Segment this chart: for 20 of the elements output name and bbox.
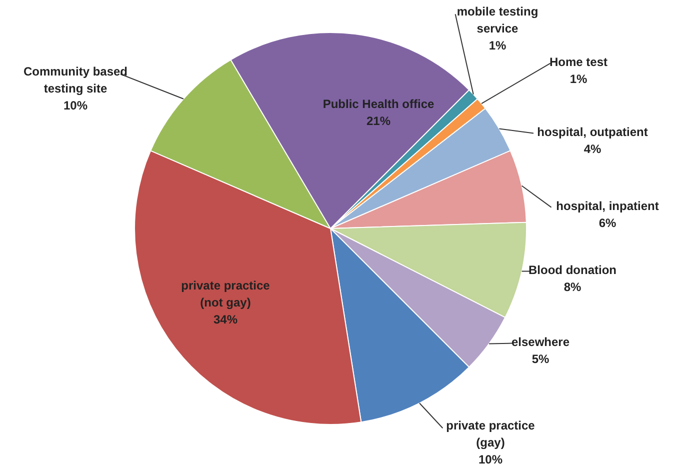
slice-label: mobile testing service — [456, 4, 538, 36]
slice-label: Community based testing site — [23, 64, 128, 96]
slice-label: hospital, inpatient — [556, 199, 659, 214]
slice-label: Public Health office — [322, 97, 434, 112]
slice-label: elsewhere — [511, 335, 570, 350]
data-label: 6% — [598, 216, 616, 230]
data-label: 8% — [564, 280, 582, 294]
data-label: 1% — [488, 38, 506, 52]
data-label: 5% — [532, 352, 550, 366]
slice-label: private practice (gay) — [446, 418, 536, 450]
slice-label: hospital, outpatient — [537, 125, 648, 140]
data-label: 10% — [63, 98, 88, 112]
slice-label: Home test — [549, 55, 608, 70]
data-label: 34% — [213, 312, 238, 326]
slice-label: Blood donation — [528, 263, 616, 278]
data-label: 1% — [570, 72, 588, 86]
data-label: 21% — [366, 114, 391, 128]
data-label: 10% — [478, 452, 503, 466]
slice-label: private practice (not gay) — [181, 278, 270, 310]
data-label: 4% — [584, 142, 602, 156]
